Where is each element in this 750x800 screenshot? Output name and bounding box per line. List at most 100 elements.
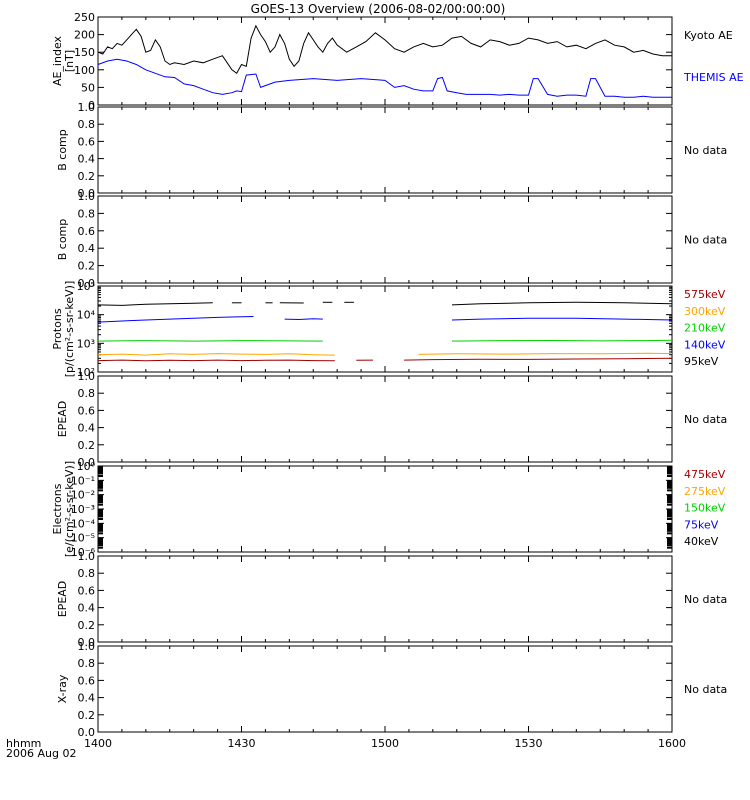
legend-label: THEMIS AE	[683, 71, 744, 84]
series-line	[97, 302, 213, 306]
y-tick-label: 0	[88, 99, 95, 112]
y-tick-label: 50	[81, 81, 95, 94]
legend-label: 150keV	[684, 502, 726, 515]
no-data-label: No data	[684, 234, 727, 247]
y-axis-label: B comp	[56, 129, 69, 171]
x-date-label: 2006 Aug 02	[6, 747, 76, 760]
y-tick-label: 0.2	[78, 260, 96, 273]
y-tick-label: 0.8	[78, 567, 96, 580]
y-tick-label: 0.0	[78, 726, 96, 739]
y-tick-label: 250	[74, 11, 95, 24]
legend-label: 95keV	[684, 355, 719, 368]
y-tick-label: 0.2	[78, 619, 96, 632]
y-axis-label: [nT]	[63, 50, 76, 72]
y-tick-label: 0.4	[78, 602, 96, 615]
series-line	[451, 317, 673, 321]
y-tick-label: 0.8	[78, 657, 96, 670]
legend-label: 300keV	[684, 305, 726, 318]
series-line	[404, 357, 673, 361]
y-tick-label: 0.4	[78, 692, 96, 705]
series-line	[97, 340, 323, 342]
series-line	[284, 318, 323, 321]
y-axis-label: B comp	[56, 219, 69, 261]
panel-frame	[97, 375, 673, 463]
y-tick-label: 0.0	[78, 456, 96, 469]
y-axis-label: X-ray	[56, 674, 69, 703]
legend-label: 40keV	[684, 535, 719, 548]
panel-1: 0 50 100 150 200 250 AE_index [nT] Kyoto AE THEMI…	[51, 11, 744, 112]
y-axis-label: AE_index	[51, 35, 64, 86]
legend-label: Kyoto AE	[684, 29, 733, 42]
y-tick-label: 0.6	[78, 674, 96, 687]
y-axis-label: Protons	[51, 308, 64, 349]
series-line	[97, 58, 672, 98]
y-tick-label: 10⁻⁵	[71, 532, 95, 545]
panel-frame	[97, 645, 673, 733]
y-tick-label: 10²	[77, 366, 95, 379]
y-tick-label: 10⁵	[77, 280, 95, 293]
y-tick-label: 10⁴	[77, 309, 96, 322]
y-tick-label: 0.8	[78, 118, 96, 131]
series-line	[97, 359, 335, 362]
y-tick-label: 10⁻¹	[71, 474, 95, 487]
panel-2: 0.0 0.2 0.4 0.6 0.8 1.0 B comp No data	[56, 101, 727, 200]
y-tick-label: 10⁰	[77, 460, 96, 473]
y-tick-label: 1.0	[78, 550, 96, 563]
panel-5: 0.0 0.2 0.4 0.6 0.8 1.0 EPEAD No data	[56, 370, 727, 469]
y-tick-label: 10⁻⁶	[71, 546, 96, 559]
series-line	[97, 353, 335, 356]
series-line	[97, 24, 672, 75]
y-tick-label: 0.6	[78, 404, 96, 417]
x-tick-label: 1600	[658, 737, 686, 750]
figure-title: GOES-13 Overview (2006-08-02/00:00:00)	[251, 2, 506, 16]
y-tick-label: 0.2	[78, 709, 96, 722]
y-tick-label: 1.0	[78, 370, 96, 383]
y-tick-label: 0.6	[78, 135, 96, 148]
panel-frame	[97, 106, 673, 194]
series-line	[418, 352, 673, 355]
panel-frame	[97, 195, 673, 284]
no-data-label: No data	[684, 683, 727, 696]
y-tick-label: 0.8	[78, 207, 96, 220]
x-tick-label: 1500	[371, 737, 399, 750]
panel-frame	[97, 465, 673, 553]
legend-label: 140keV	[684, 338, 726, 351]
y-tick-label: 0.0	[78, 187, 96, 200]
y-tick-label: 0.2	[78, 439, 96, 452]
series-line	[97, 316, 254, 323]
y-tick-label: 0.2	[78, 170, 96, 183]
y-tick-label: 0.0	[78, 636, 96, 649]
y-tick-label: 200	[74, 29, 95, 42]
x-tick-label: 1400	[84, 737, 112, 750]
x-tick-label: 1530	[515, 737, 543, 750]
panel-3: 0.0 0.2 0.4 0.6 0.8 1.0 B comp No data	[56, 190, 727, 290]
y-tick-label: 10⁻⁴	[71, 517, 96, 530]
y-axis-label: Electrons	[51, 483, 64, 534]
panels: 0 50 100 150 200 250 AE_index [nT] Kyoto AE THEMI…	[51, 11, 744, 750]
legend-label: 75keV	[684, 518, 719, 531]
y-tick-label: 0.4	[78, 242, 96, 255]
y-tick-label: 10⁻³	[71, 503, 95, 516]
y-tick-label: 0.4	[78, 153, 96, 166]
panel-8: 0.0 0.2 0.4 0.6 0.8 1.0 X-ray No data	[56, 640, 727, 739]
series-line	[451, 301, 673, 306]
y-tick-label: 0.0	[78, 277, 96, 290]
legend-label: 275keV	[684, 485, 726, 498]
y-tick-label: 0.6	[78, 225, 96, 238]
y-tick-label: 10³	[77, 337, 95, 350]
y-axis-label: EPEAD	[56, 581, 69, 618]
y-tick-label: 10⁻²	[71, 489, 95, 502]
y-tick-label: 1.0	[78, 190, 96, 203]
y-tick-label: 0.4	[78, 422, 96, 435]
y-tick-label: 1.0	[78, 101, 96, 114]
series-line	[451, 339, 673, 342]
panel-frame	[97, 555, 673, 643]
y-tick-label: 0.6	[78, 584, 96, 597]
y-axis-label: EPEAD	[56, 401, 69, 438]
y-tick-label: 100	[74, 64, 95, 77]
legend-label: 210keV	[684, 322, 726, 335]
panel-frame	[97, 16, 673, 106]
x-unit-label: hhmm	[6, 737, 41, 750]
